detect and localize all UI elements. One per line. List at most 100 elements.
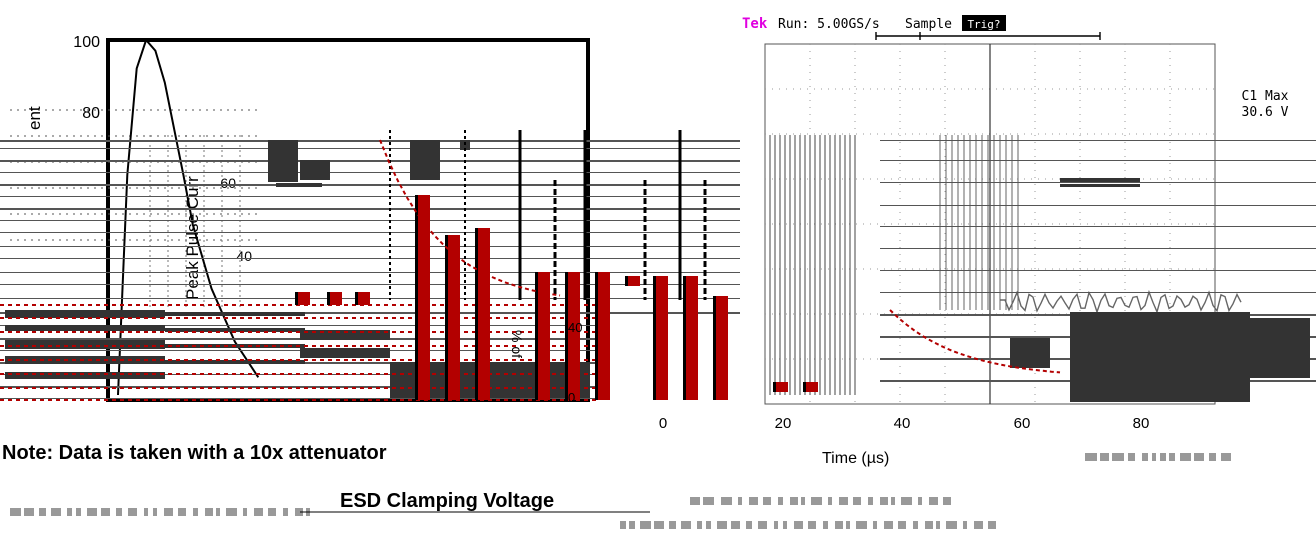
blurred-text-mark <box>943 497 951 505</box>
blurred-text-mark <box>738 497 742 505</box>
scope-record-bar <box>875 32 1101 40</box>
overlay-strip <box>0 232 740 233</box>
overlay-strip <box>0 184 740 186</box>
blurred-text-mark <box>226 508 237 516</box>
overlay-strip <box>0 258 740 259</box>
bar-mark-edge <box>803 382 806 392</box>
overlay-strip <box>880 182 1316 183</box>
bar-mark <box>686 276 698 400</box>
blurred-text-mark <box>640 521 651 529</box>
pulse-y-label-fragment: ent <box>25 106 44 130</box>
blurred-text-mark <box>681 521 691 529</box>
overlay-strips <box>0 130 1316 402</box>
blurred-text-mark <box>778 497 783 505</box>
overlay-strip <box>0 172 740 173</box>
blurred-text-mark <box>205 508 213 516</box>
blurred-text-mark <box>243 508 247 516</box>
blurred-text-mark <box>898 521 906 529</box>
blurred-text-mark <box>153 508 157 516</box>
blurred-text-mark <box>1160 453 1166 461</box>
blurred-text-mark <box>717 521 727 529</box>
bar-mark <box>330 292 342 305</box>
bar-mark-edge <box>683 276 686 400</box>
time-tick-80: 80 <box>1133 415 1150 432</box>
overlay-strip <box>0 148 740 149</box>
pulse-curve <box>117 38 260 396</box>
scope-trace <box>1000 289 1242 315</box>
blurred-text-mark <box>823 521 828 529</box>
bar-mark-edge <box>445 235 448 400</box>
blurred-text-mark <box>178 508 186 516</box>
pulse-y-tick-100: 100 <box>73 34 100 51</box>
bar-mark-edge <box>565 272 568 400</box>
bar-mark-edge <box>327 292 330 305</box>
blurred-text-mark <box>67 508 72 516</box>
scope-brand: Tek <box>742 16 768 32</box>
overlay-block <box>165 328 305 332</box>
blurred-text-mark <box>1085 453 1097 461</box>
overlay-block <box>1060 184 1140 187</box>
bar-mark <box>628 276 640 286</box>
blurred-text-mark <box>891 497 895 505</box>
decay-curve-right <box>889 309 1061 374</box>
blurred-text-mark <box>1169 453 1175 461</box>
small-tick-0: 0 <box>568 390 575 405</box>
time-tick-60: 60 <box>1014 415 1031 432</box>
blurred-text-mark <box>1128 453 1135 461</box>
blurred-text-mark <box>913 521 918 529</box>
blurred-text-mark <box>706 521 711 529</box>
attenuator-note: Note: Data is taken with a 10x attenuato… <box>2 442 387 464</box>
time-tick-40: 40 <box>894 415 911 432</box>
time-axis-label: Time (µs) <box>822 450 889 467</box>
blurred-text-mark <box>929 497 938 505</box>
blurred-text-mark <box>884 521 893 529</box>
blurred-text-mark <box>763 497 771 505</box>
scope-display: Tek Run: 5.00GS/s Sample Trig? C1 Max 30… <box>742 15 1289 405</box>
overlay-block <box>165 360 305 364</box>
blurred-text-mark <box>853 497 861 505</box>
blurred-text-mark <box>216 508 220 516</box>
bar-mark <box>358 292 370 305</box>
overlay-strip <box>880 292 1316 293</box>
blurred-text-mark <box>963 521 967 529</box>
overlay-block <box>5 372 165 379</box>
overlay-block <box>165 312 305 316</box>
pulse-y-label: Peak Pulse Curr <box>183 176 202 300</box>
overlay-block <box>1250 318 1310 378</box>
pct-label: % of <box>509 330 525 358</box>
overlay-strip <box>0 398 600 399</box>
overlay-strip <box>880 248 1316 249</box>
blurred-text-mark <box>254 508 263 516</box>
blurred-text-mark <box>918 497 922 505</box>
blurred-text-mark <box>901 497 912 505</box>
time-tick-0: 0 <box>659 415 667 432</box>
bar-mark-edge <box>595 272 598 400</box>
bar-mark-edge <box>535 272 538 400</box>
scope-run-label: Run: 5.00GS/s <box>778 17 880 32</box>
blurred-text-mark <box>774 521 778 529</box>
blurred-text-mark <box>144 508 148 516</box>
overlay-strip <box>0 246 740 247</box>
scope-grid <box>764 43 1216 405</box>
blurred-text-mark <box>1100 453 1109 461</box>
blurred-text-mark <box>783 521 787 529</box>
bar-mark-edge <box>653 276 656 400</box>
overlay-block <box>410 140 440 180</box>
blurred-text-mark <box>697 521 702 529</box>
bar-mark <box>716 296 728 400</box>
blurred-text-mark <box>1209 453 1216 461</box>
overlay-strip <box>0 220 740 221</box>
overlay-block <box>5 310 165 318</box>
blurred-text-mark <box>1221 453 1231 461</box>
bar-mark <box>448 235 460 400</box>
scope-measure-value: 30.6 V <box>1242 105 1289 120</box>
scope-trig-badge <box>962 15 1006 31</box>
blurred-text-mark <box>51 508 61 516</box>
bar-mark-edge <box>295 292 298 305</box>
blurred-text-mark <box>946 521 957 529</box>
time-axis: 0 20 40 60 80 Time (µs) <box>659 415 1150 467</box>
bar-mark-edge <box>713 296 716 400</box>
blurred-text-mark <box>101 508 110 516</box>
